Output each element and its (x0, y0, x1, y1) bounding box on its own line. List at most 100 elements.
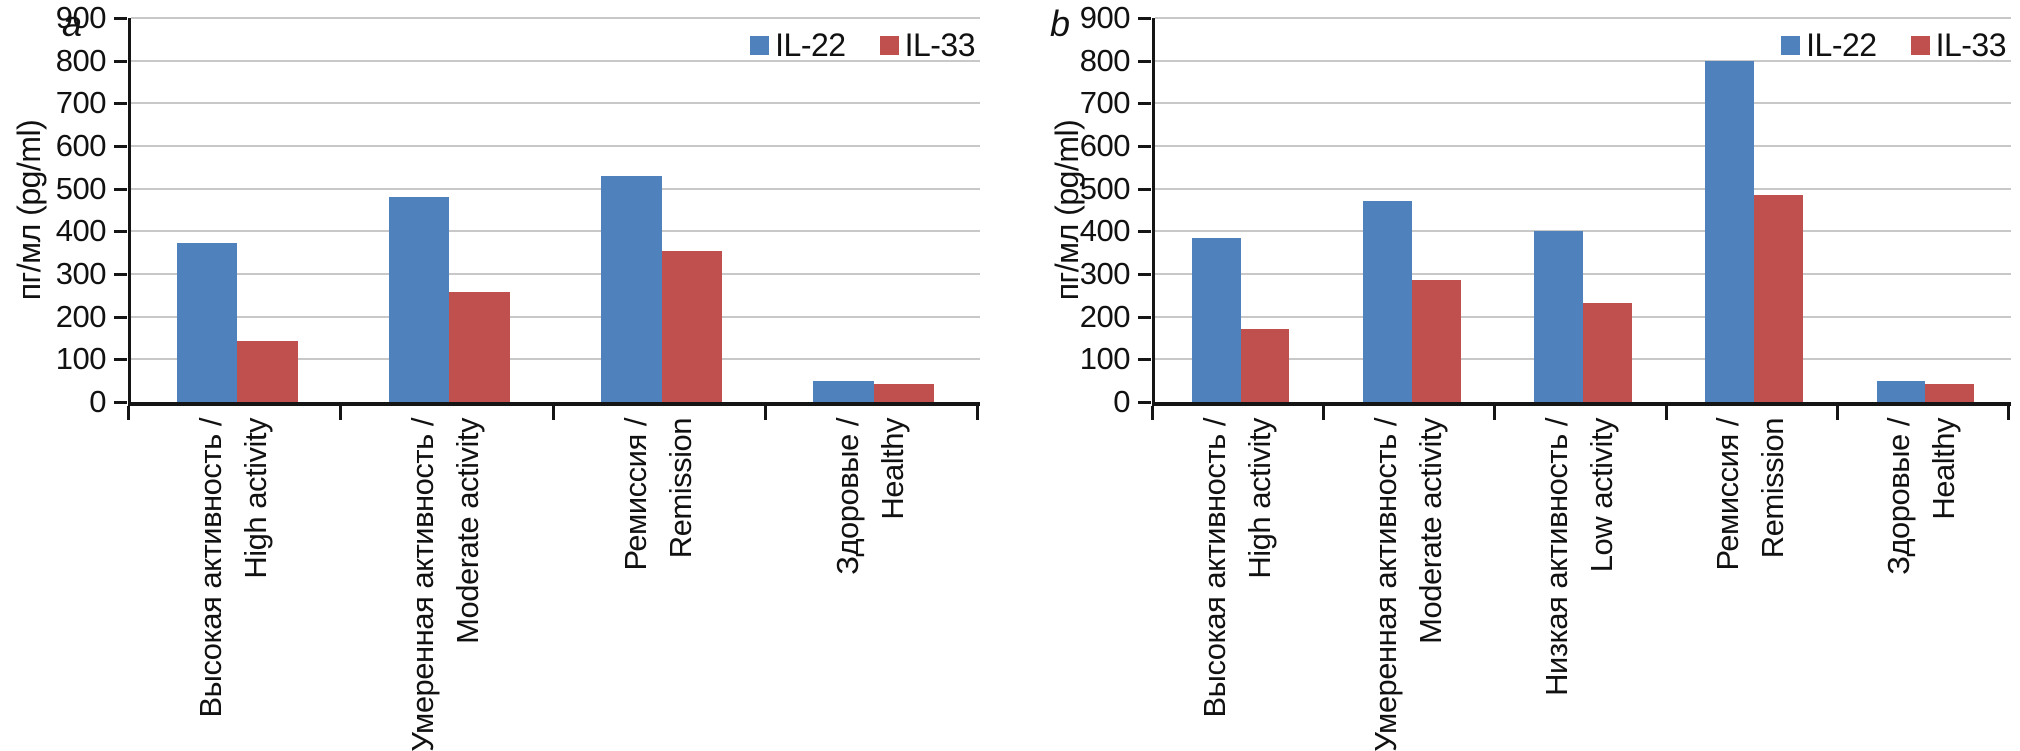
y-tick-mark (114, 401, 127, 404)
category-label-2: Ремиссия / Remission (613, 418, 705, 751)
category-label-line1: Высокая активность / (193, 418, 229, 718)
legend-label: IL-22 (1806, 27, 1877, 63)
category-label-line1: Высокая активность / (1196, 418, 1232, 718)
y-tick-mark (1138, 230, 1151, 234)
y-tick-mark (114, 358, 127, 362)
panel-letter: a (62, 3, 83, 44)
y-tick-label: 0 (1113, 384, 1130, 419)
category-label-line1: Здоровые / (829, 418, 865, 575)
x-tick-mark (339, 406, 342, 420)
x-tick-mark (976, 406, 979, 420)
y-tick-label: 400 (55, 213, 107, 249)
bar-il-33-cat3 (1754, 195, 1803, 402)
bar-il-22-cat0 (176, 243, 238, 402)
legend-label: IL-33 (904, 27, 976, 63)
gridline-700 (1155, 102, 2011, 105)
gridline-900 (131, 17, 980, 19)
category-label-line1: Умеренная активность / (405, 418, 441, 751)
y-tick-label: 600 (1079, 128, 1131, 163)
legend-entry-il-33: IL-33 (1910, 27, 2007, 63)
y-tick-mark (114, 17, 127, 20)
x-tick-mark (764, 406, 767, 420)
category-label-1: Умеренная активность / Moderate activity (400, 418, 492, 751)
bar-il-22-cat4 (1876, 380, 1926, 402)
y-tick-mark (1138, 59, 1151, 63)
y-tick-label: 200 (1079, 298, 1131, 334)
legend-entry-il-22: IL-22 (750, 29, 846, 61)
gridline-900 (1155, 17, 2011, 19)
legend: IL-22 IL-33 (750, 27, 976, 63)
gridline-600 (1155, 145, 2011, 147)
gridline-800 (131, 59, 980, 62)
legend-swatch-icon (1910, 35, 1930, 55)
category-label-line2: Healthy (874, 418, 910, 520)
gridline-300 (1155, 273, 2011, 275)
bar-il-22-cat2 (601, 175, 662, 402)
y-tick-mark (1138, 17, 1151, 20)
gridline-300 (131, 273, 980, 275)
panel-letter: b (1050, 3, 1071, 44)
x-tick-mark (2007, 406, 2010, 420)
gridline-500 (1155, 187, 2011, 190)
y-tick-label: 100 (1079, 341, 1131, 377)
gridline-500 (131, 187, 980, 190)
y-tick-mark (114, 145, 127, 148)
y-tick-label: 900 (55, 0, 107, 35)
category-label-line1: Здоровые / (1881, 418, 1917, 575)
category-label-line2: Healthy (1926, 418, 1962, 520)
chart-panel-a: a пг/мл (pg/ml) IL-22 IL-33 0 100 200 300 400 500… (11, 0, 980, 751)
gridline-200 (131, 315, 980, 318)
category-label-0: Высокая активность / High activity (1192, 418, 1284, 751)
x-tick-mark (552, 406, 555, 420)
gridline-600 (131, 145, 980, 147)
bar-il-33-cat1 (449, 292, 510, 402)
y-tick-mark (1138, 315, 1151, 319)
y-tick-mark (1138, 102, 1151, 106)
y-tick-label: 400 (1079, 213, 1131, 249)
category-label-line2: Moderate activity (1412, 418, 1448, 644)
category-label-line2: Remission (1755, 418, 1791, 559)
category-label-line2: Low activity (1584, 418, 1619, 573)
y-tick-label: 600 (55, 128, 107, 163)
y-tick-label: 500 (1079, 170, 1131, 206)
y-tick-mark (114, 102, 127, 106)
category-label-0: Высокая активность / High activity (188, 418, 280, 751)
gridline-800 (1155, 59, 2011, 62)
chart-panel-b: b пг/мл (pg/ml) IL-22 IL-33 0 100 200 300 400 500… (1010, 0, 2020, 751)
bar-il-33-cat1 (1411, 280, 1461, 402)
x-tick-mark (1322, 406, 1325, 420)
bar-il-22-cat0 (1191, 237, 1241, 402)
category-label-line2: High activity (1241, 418, 1277, 579)
legend-entry-il-22: IL-22 (1781, 27, 1877, 63)
category-label-line1: Ремиссия / (617, 418, 653, 571)
gridline-400 (1155, 230, 2011, 233)
bar-il-33-cat2 (661, 250, 723, 402)
y-tick-mark (114, 315, 127, 319)
legend-swatch-icon (750, 35, 770, 55)
legend-entry-il-33: IL-33 (879, 27, 976, 63)
category-label-4: Здоровые / Healthy (1876, 418, 1968, 751)
y-tick-mark (114, 230, 127, 234)
bar-il-22-cat2 (1534, 231, 1583, 402)
category-label-3: Здоровые / Healthy (825, 418, 917, 751)
legend-label: IL-33 (1935, 27, 2007, 63)
bar-il-33-cat4 (1925, 384, 1975, 402)
y-tick-mark (1138, 358, 1151, 362)
y-tick-mark (1138, 273, 1151, 276)
y-tick-label: 300 (1079, 256, 1131, 291)
bar-il-33-cat3 (873, 384, 935, 402)
legend-swatch-icon (1781, 35, 1801, 55)
category-label-line2: Moderate activity (450, 418, 486, 644)
plot-area: IL-22 IL-33 (1152, 17, 2011, 406)
y-tick-label: 300 (55, 256, 107, 291)
y-tick-label: 500 (55, 170, 107, 206)
category-label-3: Ремиссия / Remission (1705, 418, 1797, 751)
category-label-line2: Remission (662, 418, 698, 559)
y-tick-label: 900 (1079, 0, 1131, 35)
gridline-100 (131, 358, 980, 361)
y-tick-mark (114, 59, 127, 63)
bar-il-22-cat3 (1705, 60, 1755, 402)
y-tick-mark (1138, 187, 1151, 191)
y-tick-label: 0 (89, 384, 106, 419)
